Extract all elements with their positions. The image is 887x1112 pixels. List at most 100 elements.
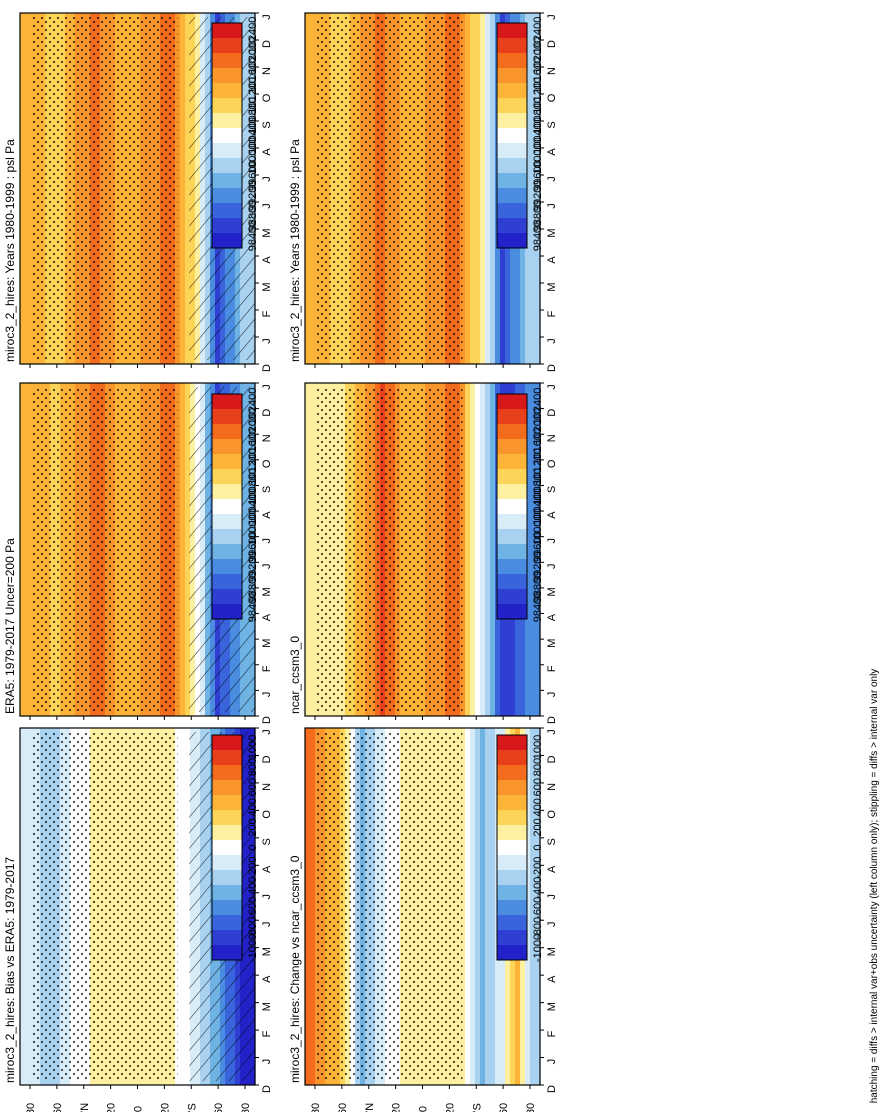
colorbar-swatch (497, 735, 527, 751)
field-band (185, 728, 191, 1085)
month-tick-label: D (546, 409, 558, 417)
colorbar-label: 100800 (247, 97, 259, 134)
month-tick-label: J (546, 692, 558, 698)
field-band (25, 728, 31, 1085)
colorbar-swatch (212, 484, 242, 500)
month-tick-label: F (546, 1030, 558, 1037)
colorbar-swatch (497, 68, 527, 84)
month-tick-label: D (546, 755, 558, 763)
field-band (310, 383, 316, 716)
panel-p2: miroc3_2_hires: Years 1980-1999 : psl Pa… (288, 12, 558, 394)
colorbar-label: 99600 (247, 531, 259, 562)
colorbar-p1: 1024001020001016001012001008001004001000… (211, 17, 259, 251)
colorbar-label: 102000 (532, 37, 544, 74)
month-tick-label: D (261, 364, 273, 372)
colorbar-swatch (212, 128, 242, 144)
stippling (31, 387, 178, 712)
field-band (525, 728, 531, 1085)
colorbar-label: 800 (532, 758, 544, 776)
colorbar-frame (496, 393, 528, 620)
colorbar-label: 100400 (532, 488, 544, 525)
field-band (475, 383, 481, 716)
stippling (316, 387, 463, 712)
month-tick-label: N (546, 783, 558, 791)
month-tick-label: A (261, 613, 273, 621)
colorbar-swatch (497, 885, 527, 901)
colorbar-swatch (497, 53, 527, 69)
field-band (460, 383, 466, 716)
colorbar-swatch (497, 394, 527, 410)
month-tick-label: J (261, 538, 273, 544)
colorbar-frame (211, 734, 243, 961)
colorbar-label: 102400 (532, 388, 544, 425)
colorbar-swatch (497, 128, 527, 144)
month-tick-label: D (546, 364, 558, 372)
field-band (485, 728, 491, 1085)
colorbar-swatch (212, 469, 242, 485)
month-tick-label: J (546, 564, 558, 570)
panel-title: ERA5: 1979-2017 Uncer=200 Pa (3, 538, 17, 714)
month-tick-label: D (546, 716, 558, 724)
colorbar-swatch (212, 574, 242, 590)
colorbar-swatch (497, 23, 527, 39)
colorbar-label: 99600 (532, 160, 544, 191)
field-band (310, 728, 316, 1085)
field-band (490, 13, 496, 364)
colorbar-label: 102000 (532, 408, 544, 445)
month-tick-label: D (546, 1085, 558, 1093)
field-band (535, 13, 541, 364)
month-tick-label: J (546, 894, 558, 900)
month-tick-label: N (261, 783, 273, 791)
colorbar-swatch (497, 825, 527, 841)
colorbar-swatch (212, 68, 242, 84)
colorbar-label: 102400 (532, 17, 544, 54)
colorbar-swatch (497, 529, 527, 545)
month-tick-label: A (546, 511, 558, 519)
colorbar-label: 98800 (532, 572, 544, 603)
month-tick-label: A (546, 148, 558, 156)
lat-tick-label: 60 (337, 1103, 349, 1112)
panel-title: miroc3_2_hires: Years 1980-1999 : psl Pa (288, 139, 302, 362)
month-tick-label: D (261, 1085, 273, 1093)
field-band (530, 383, 536, 716)
colorbar-swatch (497, 780, 527, 796)
month-tick-label: A (546, 613, 558, 621)
lat-tick-label: 20 (444, 1103, 456, 1112)
month-tick-label: O (546, 459, 558, 468)
colorbar-label: -400 (532, 877, 544, 899)
colorbar-swatch (497, 544, 527, 560)
colorbar-swatch (212, 514, 242, 530)
colorbar-label: 100800 (247, 468, 259, 505)
month-tick-label: S (261, 838, 273, 845)
colorbar-label: 98800 (247, 572, 259, 603)
colorbar-swatch (212, 409, 242, 425)
month-tick-label: A (261, 148, 273, 156)
colorbar-swatch (497, 514, 527, 530)
colorbar-label: 100800 (532, 97, 544, 134)
colorbar-swatch (212, 604, 242, 620)
colorbar-swatch (497, 158, 527, 174)
panel-title: miroc3_2_hires: Change vs ncar_ccsm3_0 (288, 855, 302, 1083)
month-tick-label: O (261, 93, 273, 102)
lat-tick-label: 0 (133, 1106, 145, 1112)
month-tick-label: S (546, 121, 558, 128)
colorbar-label: 600 (532, 778, 544, 796)
lat-tick-label: 80 (240, 1103, 252, 1112)
colorbar-label: 400 (247, 798, 259, 816)
lat-tick-label: 80 (525, 1103, 537, 1112)
colorbar-swatch (497, 424, 527, 440)
colorbar-swatch (212, 915, 242, 931)
colorbar-label: -200 (532, 857, 544, 879)
month-tick-label: S (546, 486, 558, 493)
field-band (470, 728, 476, 1085)
month-tick-label: O (546, 93, 558, 102)
colorbar-swatch (212, 499, 242, 515)
colorbar-swatch (497, 484, 527, 500)
colorbar-swatch (497, 870, 527, 886)
colorbar-swatch (212, 810, 242, 826)
colorbar-swatch (212, 233, 242, 249)
month-tick-label: N (261, 434, 273, 442)
colorbar-swatch (497, 559, 527, 575)
field-band (20, 728, 26, 1085)
colorbar-label: 102400 (247, 17, 259, 54)
